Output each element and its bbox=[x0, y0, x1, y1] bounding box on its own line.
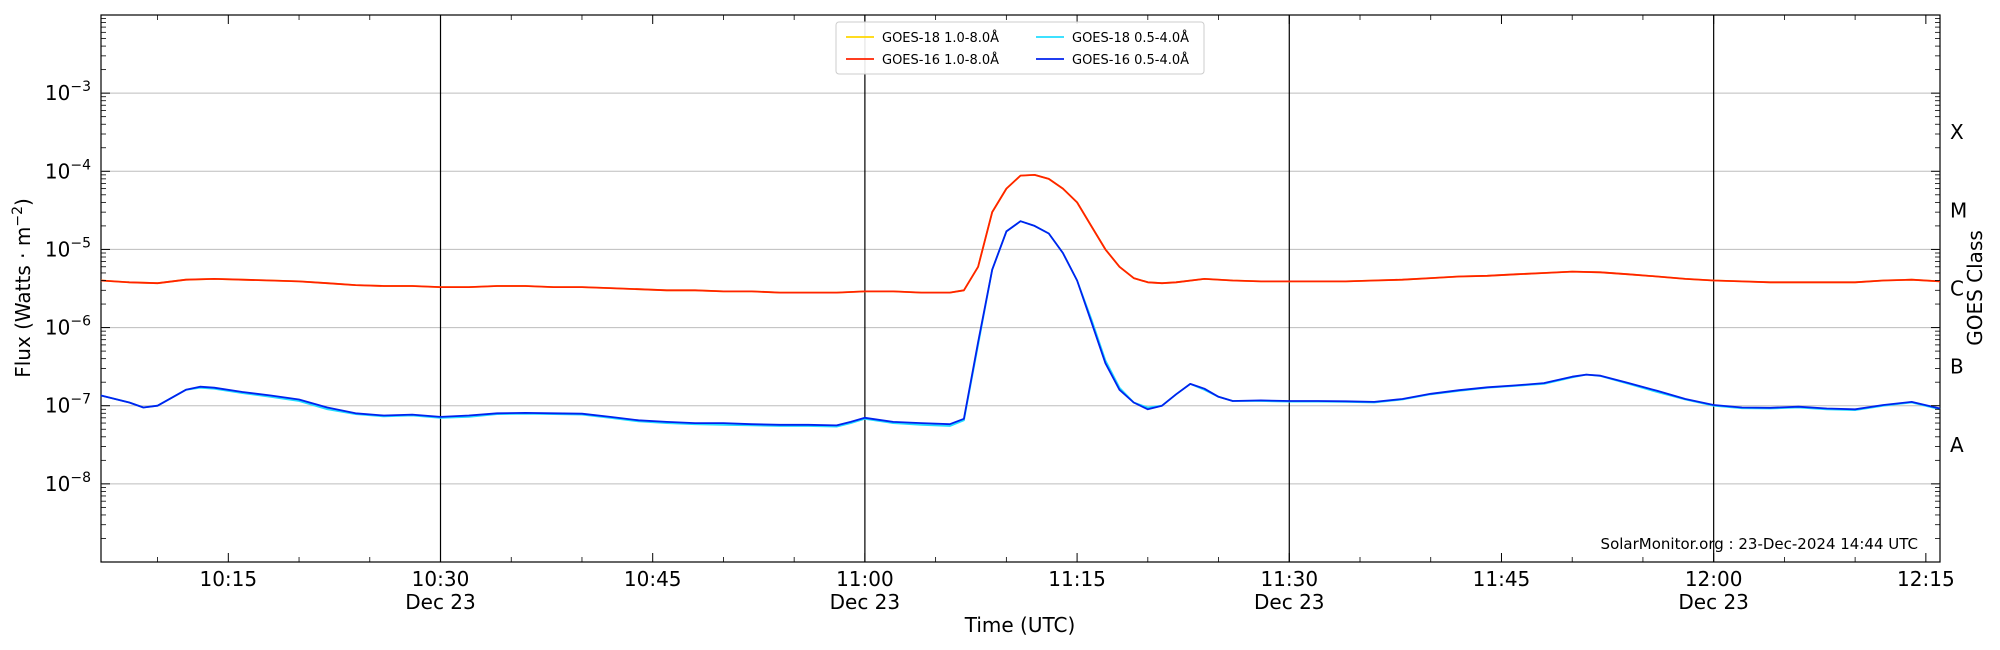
ytick-label-5: 10−3 bbox=[45, 79, 91, 105]
xtick-label-8: 12:15 bbox=[1897, 567, 1955, 591]
xtick-label-6: 11:45 bbox=[1473, 567, 1531, 591]
goes-class-label-C: C bbox=[1950, 277, 1964, 301]
xtick-date-label-7: Dec 23 bbox=[1678, 590, 1749, 614]
flux-series bbox=[100, 173, 1941, 428]
xtick-label-2: 10:45 bbox=[624, 567, 682, 591]
legend-box bbox=[835, 21, 1205, 75]
watermark-annotation: SolarMonitor.org : 23-Dec-2024 14:44 UTC bbox=[1601, 535, 1918, 553]
ytick-label-2: 10−6 bbox=[45, 314, 91, 340]
goes-class-label-A: A bbox=[1950, 433, 1964, 457]
right-axis-title: GOES Class bbox=[1963, 230, 1987, 346]
xtick-label-7: 12:00 bbox=[1685, 567, 1743, 591]
series-line-2 bbox=[100, 220, 1941, 428]
legend-label-3: GOES-16 0.5-4.0Å bbox=[1072, 52, 1189, 68]
xtick-date-label-1: Dec 23 bbox=[405, 590, 476, 614]
xtick-date-label-5: Dec 23 bbox=[1254, 590, 1325, 614]
y-axis-title: Flux (Watts · m−2) bbox=[10, 198, 35, 378]
xtick-date-label-3: Dec 23 bbox=[830, 590, 901, 614]
goes-class-label-X: X bbox=[1950, 120, 1964, 144]
legend-label-1: GOES-16 1.0-8.0Å bbox=[882, 52, 999, 68]
goes-class-label-B: B bbox=[1950, 355, 1964, 379]
ytick-label-0: 10−8 bbox=[45, 470, 91, 496]
series-line-0 bbox=[100, 173, 1941, 294]
ytick-label-4: 10−4 bbox=[45, 157, 91, 183]
series-line-1 bbox=[100, 173, 1941, 294]
ytick-label-3: 10−5 bbox=[45, 235, 91, 261]
legend-label-2: GOES-18 0.5-4.0Å bbox=[1072, 30, 1189, 46]
x-axis-title: Time (UTC) bbox=[964, 613, 1076, 637]
xtick-label-0: 10:15 bbox=[199, 567, 257, 591]
xtick-label-5: 11:30 bbox=[1260, 567, 1318, 591]
series-line-3 bbox=[100, 220, 1941, 427]
grid-lines bbox=[101, 92, 1940, 485]
xtick-label-3: 11:00 bbox=[836, 567, 894, 591]
xtick-label-1: 10:30 bbox=[412, 567, 470, 591]
legend-label-0: GOES-18 1.0-8.0Å bbox=[882, 30, 999, 46]
legend: GOES-18 1.0-8.0Å GOES-16 1.0-8.0Å GOES-18 … bbox=[835, 21, 1205, 75]
xtick-label-4: 11:15 bbox=[1048, 567, 1106, 591]
ytick-label-1: 10−7 bbox=[45, 392, 91, 418]
goes-class-label-M: M bbox=[1950, 198, 1967, 222]
plot-area bbox=[100, 14, 1941, 563]
time-marker-lines bbox=[439, 15, 1715, 562]
